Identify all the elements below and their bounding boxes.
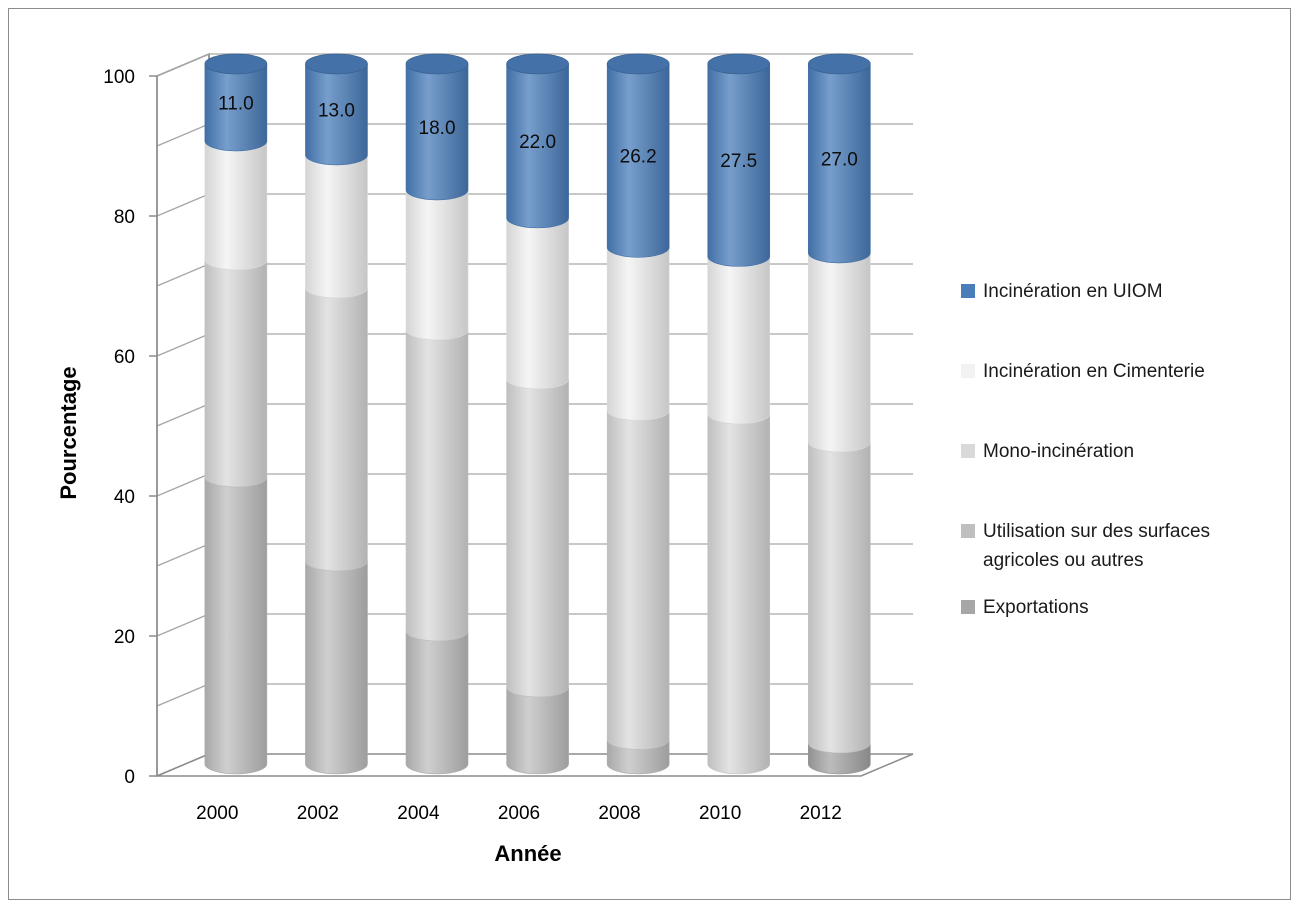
data-label: 22.0 [519, 132, 556, 153]
bar-stack-2004: 18.0 [405, 53, 469, 775]
gridline-side [156, 613, 210, 637]
legend-label: Incinération en UIOM [983, 281, 1163, 302]
gridline-side [156, 473, 210, 497]
x-tick-label: 2002 [297, 803, 339, 824]
gridline-side [156, 333, 210, 357]
bar-segment [405, 630, 469, 775]
legend-item: Incinération en UIOM [961, 277, 1283, 306]
data-label: 27.0 [821, 149, 858, 170]
legend-swatch [961, 364, 975, 378]
bar-stack-2000: 11.0 [204, 53, 268, 775]
bar-segment [506, 217, 569, 390]
chart-frame: 11.0 13.0 18.0 22.0 26.2 27.5 27.0 0 20 40 60 80 10… [8, 8, 1291, 900]
bar-top-cap [506, 53, 569, 75]
data-label: 26.2 [620, 147, 657, 168]
bar-stack-2002: 13.0 [305, 53, 368, 775]
bar-stack-2010: 27.5 [707, 53, 771, 775]
legend-item: Utilisation sur des surfaces agricoles o… [961, 517, 1283, 575]
bar-top-cap [606, 53, 670, 75]
bar-segment [305, 287, 368, 572]
bar-stack-2006: 22.0 [506, 53, 569, 775]
bars: 11.0 13.0 18.0 22.0 26.2 27.5 27.0 [204, 53, 871, 775]
x-tick-label: 2010 [699, 803, 741, 824]
gridline-side [156, 53, 210, 77]
legend-label: Incinération en Cimenterie [983, 361, 1205, 382]
bar-segment [204, 140, 268, 271]
bar-top-cap [707, 53, 771, 75]
stacked-cylinder-chart: 11.0 13.0 18.0 22.0 26.2 27.5 27.0 0 20 40 60 80 10… [56, 52, 914, 866]
x-tick-label: 2000 [196, 803, 238, 824]
y-tick-label: 0 [124, 767, 135, 788]
bar-segment [506, 378, 569, 698]
legend-swatch [961, 524, 975, 538]
x-tick-label: 2012 [800, 803, 842, 824]
legend-label: Utilisation sur des surfaces agricoles o… [983, 521, 1211, 571]
x-tick-label: 2006 [498, 803, 540, 824]
gridline-side [156, 683, 210, 707]
bar-segment [606, 410, 670, 750]
y-tick-label: 60 [114, 347, 135, 368]
y-tick-label: 40 [114, 487, 135, 508]
bar-segment [808, 252, 871, 453]
gridline-side [156, 123, 210, 147]
y-tick-label: 100 [103, 67, 135, 88]
x-tick-label: 2008 [598, 803, 640, 824]
bar-segment [405, 189, 469, 341]
y-axis-title: Pourcentage [56, 366, 81, 499]
data-label: 13.0 [318, 100, 355, 121]
legend-item: Exportations [961, 593, 1283, 622]
bar-segment [506, 686, 569, 775]
x-axis-title: Année [494, 841, 561, 866]
gridline-side [156, 263, 210, 287]
y-tick-label: 20 [114, 627, 135, 648]
bar-segment [707, 413, 771, 775]
bar-segment [305, 154, 368, 299]
gridline-side [156, 403, 210, 427]
y-tick-label: 80 [114, 207, 135, 228]
data-label: 18.0 [419, 118, 456, 139]
x-tick-label: 2004 [397, 803, 440, 824]
axis-ticks: 0 20 40 60 80 100 2000 2002 2004 2006 2008 2010 2012 [103, 67, 842, 824]
bar-stack-2012: 27.0 [808, 53, 871, 775]
bar-stack-2008: 26.2 [606, 53, 670, 775]
bar-segment [405, 329, 469, 642]
data-label: 11.0 [218, 93, 254, 114]
bar-top-cap [808, 53, 871, 75]
bar-top-cap [204, 53, 268, 75]
bar-segment [606, 247, 670, 421]
legend-item: Incinération en Cimenterie [961, 357, 1283, 386]
gridline-side [156, 193, 210, 217]
legend-swatch [961, 600, 975, 614]
gridline-side [156, 543, 210, 567]
bar-segment [707, 256, 771, 425]
data-label: 27.5 [720, 151, 757, 172]
legend-label: Exportations [983, 597, 1089, 618]
bar-segment [305, 560, 368, 775]
bar-segment [808, 441, 871, 754]
bar-top-cap [305, 53, 368, 75]
legend-swatch [961, 444, 975, 458]
bar-top-cap [405, 53, 469, 75]
bar-segment [204, 259, 268, 488]
legend-swatch [961, 284, 975, 298]
bar-segment [204, 476, 268, 775]
legend-label: Mono-incinération [983, 441, 1135, 462]
legend-item: Mono-incinération [961, 437, 1283, 466]
